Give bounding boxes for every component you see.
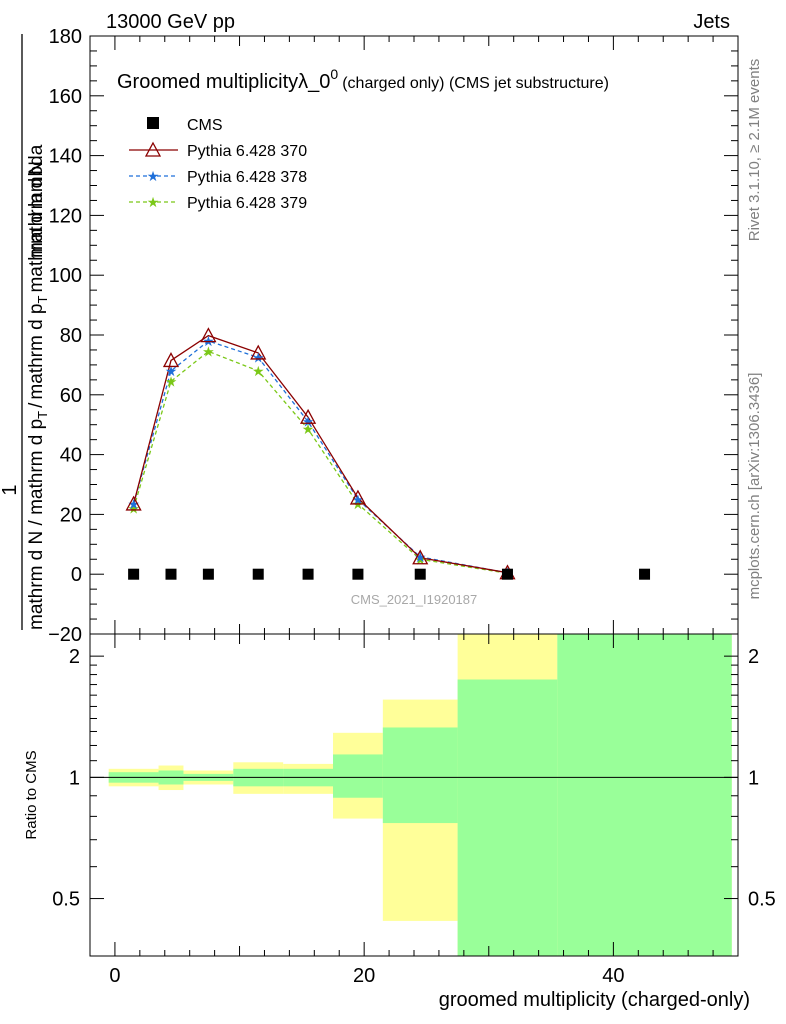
point-cms [639, 568, 651, 580]
ratio-ytick-label: 0.5 [52, 889, 80, 911]
main-ytick-label: 140 [49, 146, 82, 168]
ratio-y-label: Ratio to CMS [23, 750, 40, 839]
point-pythia370 [162, 352, 180, 368]
main-ytick-label: 120 [49, 205, 82, 227]
point-star-2: ★ [127, 496, 140, 512]
ratio-ytick-label: 1 [69, 767, 80, 789]
main-y-axis-label: 1 mathrm d N / mathrm d pT/mathrm d pTma… [0, 34, 50, 630]
point-pythia370 [412, 549, 429, 565]
point-cms [128, 568, 140, 580]
point-cms [414, 568, 426, 580]
point-star-2: ★ [414, 549, 427, 565]
point-star-3: ★ [302, 421, 315, 437]
plot-title-main: Groomed multiplicityλ_0 [117, 71, 330, 93]
legend-pythia379-label: Pythia 6.428 379 [187, 195, 307, 212]
point-pythia370 [349, 489, 367, 505]
legend-cms-label: CMS [187, 117, 223, 134]
main-ytick-label: 60 [60, 385, 82, 407]
main-ytick-label: 40 [60, 445, 82, 467]
y-label-denominator: mathrm d N / mathrm d pT/mathrm d pTmath… [26, 144, 50, 630]
legend-pythia378-marker: ★ [147, 168, 160, 184]
series-line-3 [132, 350, 508, 574]
main-ytick-label: 180 [49, 26, 82, 48]
y-label-one: 1 [0, 484, 21, 495]
point-star-3: ★ [127, 500, 140, 516]
ratio-ticks: 0.5 0.51 12 20 20 40 [52, 634, 776, 987]
ratio-ytick-label: 2 [69, 646, 80, 668]
point-cms [501, 568, 513, 580]
ratio-ytick-label-right: 0.5 [748, 889, 776, 911]
ratio-ytick-label-right: 1 [748, 767, 759, 789]
legend: CMS Pythia 6.428 370 ★ Pythia 6.428 378 … [129, 117, 307, 212]
ratio-xtick-label: 0 [109, 965, 120, 987]
legend-pythia370-label: Pythia 6.428 370 [187, 143, 307, 160]
y-label-numerator: mathrm dN [26, 161, 47, 258]
main-ytick-label: 100 [49, 265, 82, 287]
point-star-2: ★ [302, 414, 315, 430]
header-energy-label: 13000 GeV pp [106, 11, 235, 33]
point-cms [352, 568, 364, 580]
ratio-plot-frame [89, 633, 739, 957]
point-pythia370 [250, 344, 267, 360]
point-star-3: ★ [202, 343, 215, 359]
analysis-watermark: CMS_2021_I1920187 [351, 592, 478, 607]
ratio-band-inner [382, 727, 458, 824]
header-jets-label: Jets [693, 11, 730, 33]
ratio-band-inner [457, 679, 558, 956]
main-series: ★★★★★★★★★★★★★★★★ [125, 327, 651, 581]
point-star-2: ★ [252, 349, 265, 365]
point-cms [252, 568, 264, 580]
point-cms [302, 568, 314, 580]
x-axis-label: groomed multiplicity (charged-only) [439, 989, 750, 1011]
point-cms [165, 568, 177, 580]
point-pythia370 [299, 408, 317, 424]
plot-title-tail: (charged only) (CMS jet substructure) [342, 75, 609, 92]
ratio-ytick-label-right: 2 [748, 646, 759, 668]
plot-title: Groomed multiplicityλ_00(charged only) (… [117, 66, 609, 93]
point-star-2: ★ [165, 363, 178, 379]
legend-pythia379-marker: ★ [147, 194, 160, 210]
point-star-3: ★ [165, 373, 178, 389]
point-star-3: ★ [252, 363, 265, 379]
ratio-xtick-label: 40 [602, 965, 624, 987]
series-line-1 [132, 334, 508, 574]
point-pythia370 [125, 495, 142, 511]
point-cms [202, 568, 214, 580]
main-ytick-label: 0 [71, 564, 82, 586]
ratio-band-inner [333, 754, 383, 798]
ratio-plot: 0.5 0.51 12 20 20 40 [52, 633, 776, 987]
mcplots-label: mcplots.cern.ch [arXiv:1306.3436] [746, 373, 763, 600]
point-pythia370 [200, 327, 217, 343]
ratio-band-inner [557, 634, 732, 956]
ratio-xtick-label: 20 [353, 965, 375, 987]
series-line-2 [132, 340, 508, 574]
rivet-version-label: Rivet 3.1.10, ≥ 2.1M events [746, 59, 763, 242]
legend-cms-marker [147, 117, 159, 129]
plot-title-sup: 0 [330, 66, 338, 82]
legend-pythia378-label: Pythia 6.428 378 [187, 169, 307, 186]
main-ytick-label: −20 [48, 624, 82, 646]
legend-pythia370-marker [144, 141, 162, 157]
main-ytick-label: 160 [49, 86, 82, 108]
main-ytick-label: 20 [60, 504, 82, 526]
ratio-bands [108, 634, 732, 956]
main-ticks: −20 0 20 40 60 80 100 120 140 160 180 [48, 26, 738, 646]
main-ytick-label: 80 [60, 325, 82, 347]
